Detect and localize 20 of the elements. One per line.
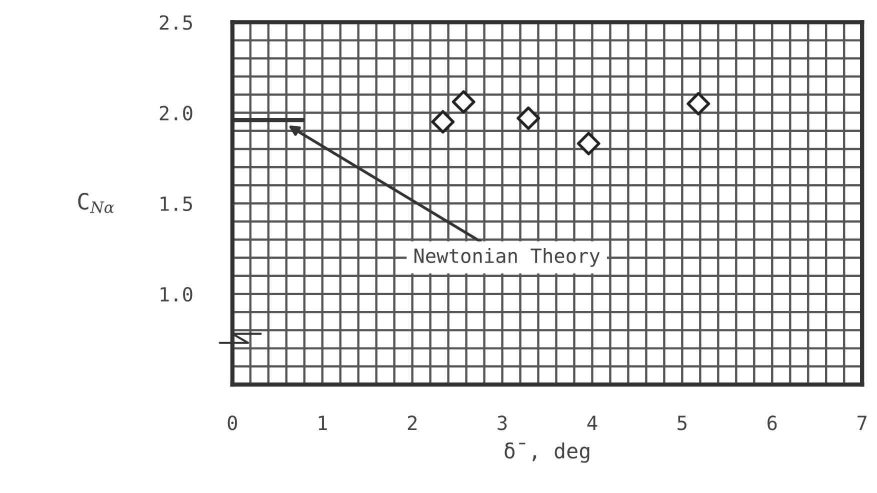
y-axis-title: C$_{Nα}$: [78, 192, 114, 214]
x-tick-label: 6: [768, 416, 777, 430]
y-tick-label: 2.5: [160, 15, 192, 30]
point: [576, 132, 600, 156]
x-tick-label: 0: [228, 416, 237, 430]
x-tick-label: 7: [858, 416, 866, 430]
annotation: Newtonian Theory: [414, 248, 600, 267]
y-tick-label: 1.5: [160, 196, 192, 212]
y-tick-label: 1.0: [160, 286, 192, 302]
point: [431, 110, 455, 134]
x-tick-label: 5: [678, 416, 686, 430]
x-tick-label: 4: [587, 416, 598, 430]
x-tick-label: 1: [318, 416, 327, 430]
point: [452, 90, 476, 114]
x-axis-title: δ̄, deg: [504, 442, 590, 463]
x-tick-label: 3: [498, 416, 507, 430]
point: [516, 106, 540, 130]
point: [686, 92, 710, 116]
y-tick-label: 2.0: [160, 106, 192, 120]
x-tick-label: 2: [408, 416, 417, 430]
